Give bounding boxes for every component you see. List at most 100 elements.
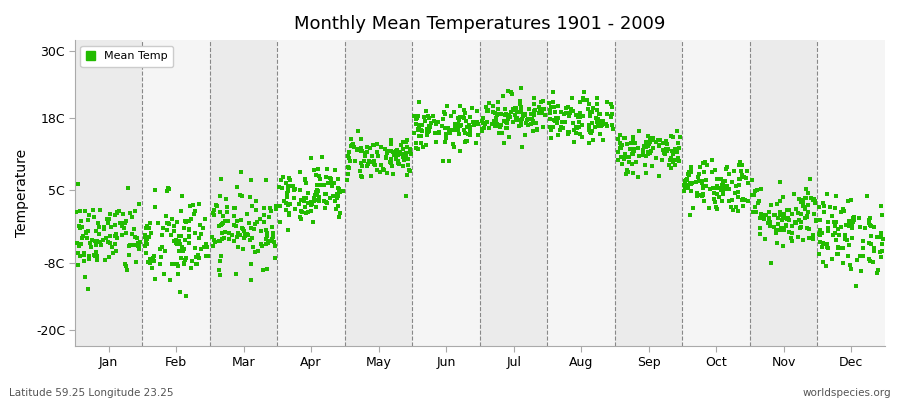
Point	[411, 145, 426, 152]
Point	[396, 146, 410, 152]
Point	[549, 119, 563, 125]
Point	[243, 236, 257, 243]
Point	[590, 114, 604, 121]
Point	[576, 113, 590, 120]
Point	[828, 230, 842, 236]
Point	[103, 211, 117, 217]
Point	[551, 132, 565, 138]
Point	[238, 234, 252, 241]
Point	[246, 244, 260, 250]
Point	[803, 176, 817, 182]
Point	[781, 215, 796, 221]
Point	[584, 130, 598, 136]
Point	[277, 198, 292, 204]
Point	[340, 153, 355, 159]
Point	[590, 95, 604, 102]
Point	[327, 180, 341, 186]
Point	[518, 111, 532, 117]
Point	[232, 192, 247, 198]
Point	[141, 259, 156, 266]
Point	[807, 200, 822, 206]
Point	[547, 104, 562, 110]
Point	[259, 177, 274, 184]
Point	[593, 117, 608, 124]
Point	[554, 124, 568, 130]
Point	[698, 159, 713, 166]
Point	[379, 155, 393, 162]
Point	[419, 129, 434, 135]
Point	[850, 257, 865, 263]
Point	[94, 242, 109, 248]
Point	[758, 236, 772, 242]
Point	[469, 140, 483, 146]
Point	[70, 240, 85, 246]
Point	[547, 117, 562, 123]
Point	[515, 144, 529, 151]
Point	[98, 235, 112, 241]
Point	[619, 171, 634, 177]
Point	[717, 178, 732, 184]
Point	[607, 126, 621, 132]
Point	[366, 142, 381, 148]
Point	[695, 180, 709, 186]
Point	[159, 227, 174, 234]
Point	[531, 110, 545, 116]
Y-axis label: Temperature: Temperature	[15, 149, 29, 237]
Point	[282, 175, 296, 181]
Point	[92, 231, 106, 238]
Point	[544, 104, 559, 110]
Point	[762, 216, 777, 222]
Point	[116, 220, 130, 226]
Point	[144, 230, 158, 236]
Point	[256, 267, 270, 273]
Point	[874, 203, 888, 209]
Point	[299, 195, 313, 202]
Point	[584, 109, 598, 115]
Point	[437, 138, 452, 145]
Point	[752, 214, 767, 221]
Point	[488, 123, 502, 129]
Point	[626, 137, 640, 143]
Point	[581, 127, 596, 133]
Point	[696, 159, 710, 166]
Point	[494, 122, 508, 128]
Point	[154, 254, 168, 261]
Point	[580, 97, 594, 103]
Point	[330, 190, 345, 197]
Point	[188, 208, 202, 214]
Point	[677, 188, 691, 195]
Point	[613, 140, 627, 146]
Point	[696, 185, 710, 191]
Point	[396, 156, 410, 163]
Point	[631, 174, 645, 180]
Point	[89, 242, 104, 249]
Point	[682, 172, 697, 178]
Point	[875, 248, 889, 254]
Point	[294, 208, 309, 214]
Point	[308, 191, 322, 198]
Point	[816, 208, 831, 215]
Point	[366, 158, 381, 164]
Point	[869, 233, 884, 240]
Point	[874, 254, 888, 260]
Point	[637, 143, 652, 149]
Point	[390, 146, 404, 153]
Point	[127, 242, 141, 248]
Point	[503, 109, 517, 115]
Point	[354, 135, 368, 142]
Point	[165, 261, 179, 267]
Point	[544, 135, 559, 141]
Point	[374, 162, 389, 168]
Point	[845, 235, 859, 242]
Point	[564, 95, 579, 101]
Point	[73, 208, 87, 214]
Point	[815, 259, 830, 266]
Point	[599, 99, 614, 106]
Point	[206, 243, 220, 249]
Point	[174, 233, 188, 240]
Point	[400, 162, 415, 168]
Point	[458, 130, 473, 136]
Point	[81, 216, 95, 223]
Point	[340, 170, 355, 177]
Point	[126, 226, 140, 233]
